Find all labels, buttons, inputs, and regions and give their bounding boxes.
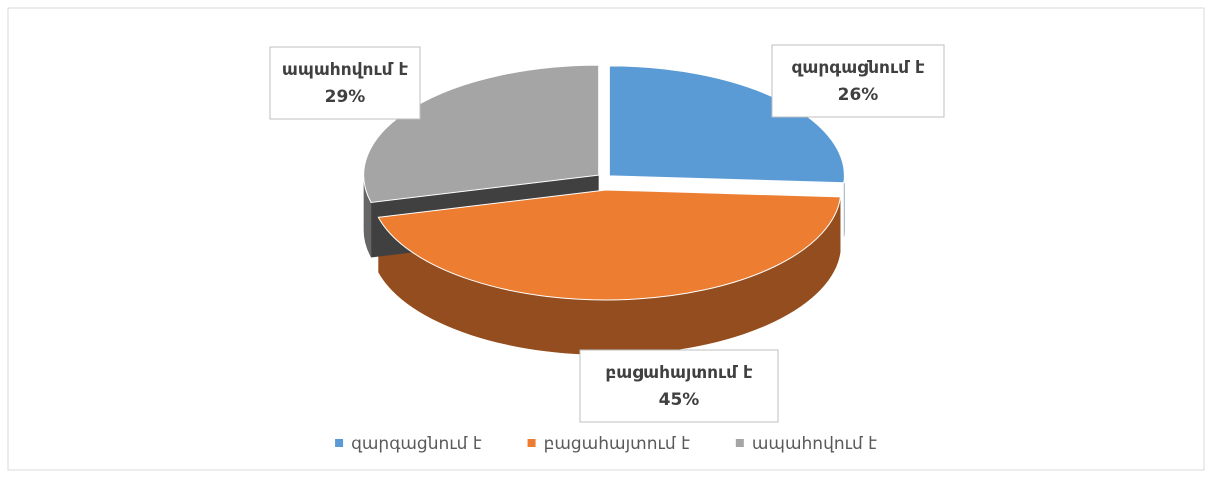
legend-marker xyxy=(335,439,344,447)
legend-marker xyxy=(527,439,536,447)
slice-side xyxy=(363,175,372,258)
slice-side-shade xyxy=(363,175,372,258)
legend-label: ապահովում է xyxy=(752,434,877,454)
slice xyxy=(377,189,842,301)
data-label-value: 26% xyxy=(838,85,879,105)
tops xyxy=(363,64,845,301)
labels: զարգացնում է 26% բացահայտում է 45% ապահովում… xyxy=(269,44,945,423)
data-label-value: 45% xyxy=(659,390,700,410)
data-label-category: զարգացնում է xyxy=(791,58,925,78)
legend-label: զարգացնում է xyxy=(351,434,482,454)
data-label-box xyxy=(771,44,945,118)
legend-label: բացահայտում է xyxy=(544,434,691,454)
data-label-box xyxy=(269,46,421,120)
legend-marker xyxy=(735,439,744,447)
slice-side xyxy=(378,196,841,355)
slice-side-shade xyxy=(378,196,841,355)
data-label-category: բացահայտում է xyxy=(605,363,753,383)
legend: զարգացնում է բացահայտում է ապահովում է xyxy=(335,434,877,454)
data-label-value: 29% xyxy=(325,87,366,107)
data-label-box xyxy=(579,349,779,423)
data-label-category: ապահովում է xyxy=(282,60,409,80)
